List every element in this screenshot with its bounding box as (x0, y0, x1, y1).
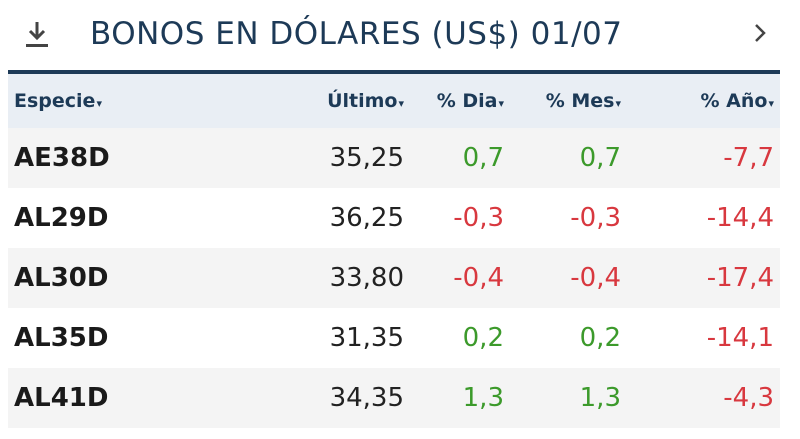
bond-row[interactable]: AL29D 36,25 -0,3 -0,3 -14,4 (8, 188, 780, 248)
cell-value: 0,2 (579, 323, 621, 353)
bond-row[interactable]: AL35D 31,35 0,2 0,2 -14,1 (8, 308, 780, 368)
column-header[interactable]: Último (300, 74, 410, 128)
ticker: AL41D (8, 368, 300, 428)
cell-value: -4,3 (627, 368, 780, 428)
cell-value: 1,3 (510, 368, 627, 428)
ticker: AL35D (14, 323, 109, 353)
cell-value: 36,25 (329, 203, 404, 233)
ticker: AE38D (8, 128, 300, 188)
cell-value: 0,2 (462, 323, 504, 353)
header-row: EspecieÚltimo% Dia% Mes% Año (8, 74, 780, 128)
bond-row[interactable]: AL30D 33,80 -0,4 -0,4 -17,4 (8, 248, 780, 308)
cell-value: -0,3 (570, 203, 621, 233)
download-icon[interactable] (22, 20, 52, 50)
column-header[interactable]: % Dia (410, 74, 510, 128)
cell-value: 0,7 (410, 128, 510, 188)
cell-value: -7,7 (627, 128, 780, 188)
cell-value: -14,4 (706, 203, 774, 233)
cell-value: 34,35 (300, 368, 410, 428)
cell-value: -17,4 (627, 248, 780, 308)
ticker: AL29D (14, 203, 109, 233)
widget-header: BONOS EN DÓLARES (US$) 01/07 (8, 0, 780, 74)
bond-table: EspecieÚltimo% Dia% Mes% Año AE38D35,250… (8, 74, 780, 428)
bond-row[interactable]: AL41D 34,35 1,3 1,3 -4,3 (8, 368, 780, 428)
cell-value: 0,7 (510, 128, 627, 188)
column-header[interactable]: % Mes (510, 74, 627, 128)
cell-value: 31,35 (329, 323, 404, 353)
cell-value: -0,4 (410, 248, 510, 308)
bond-row[interactable]: AE38D 35,25 0,7 0,7 -7,7 (8, 128, 780, 188)
column-header[interactable]: % Año (627, 74, 780, 128)
cell-value: 1,3 (410, 368, 510, 428)
widget-title: BONOS EN DÓLARES (US$) 01/07 (90, 16, 623, 52)
cell-value: -0,4 (510, 248, 627, 308)
ticker: AL30D (8, 248, 300, 308)
column-header[interactable]: Especie (8, 74, 300, 128)
cell-value: -0,3 (453, 203, 504, 233)
next-arrow[interactable] (750, 22, 770, 46)
cell-value: -14,1 (706, 323, 774, 353)
cell-value: 33,80 (300, 248, 410, 308)
cell-value: 35,25 (300, 128, 410, 188)
